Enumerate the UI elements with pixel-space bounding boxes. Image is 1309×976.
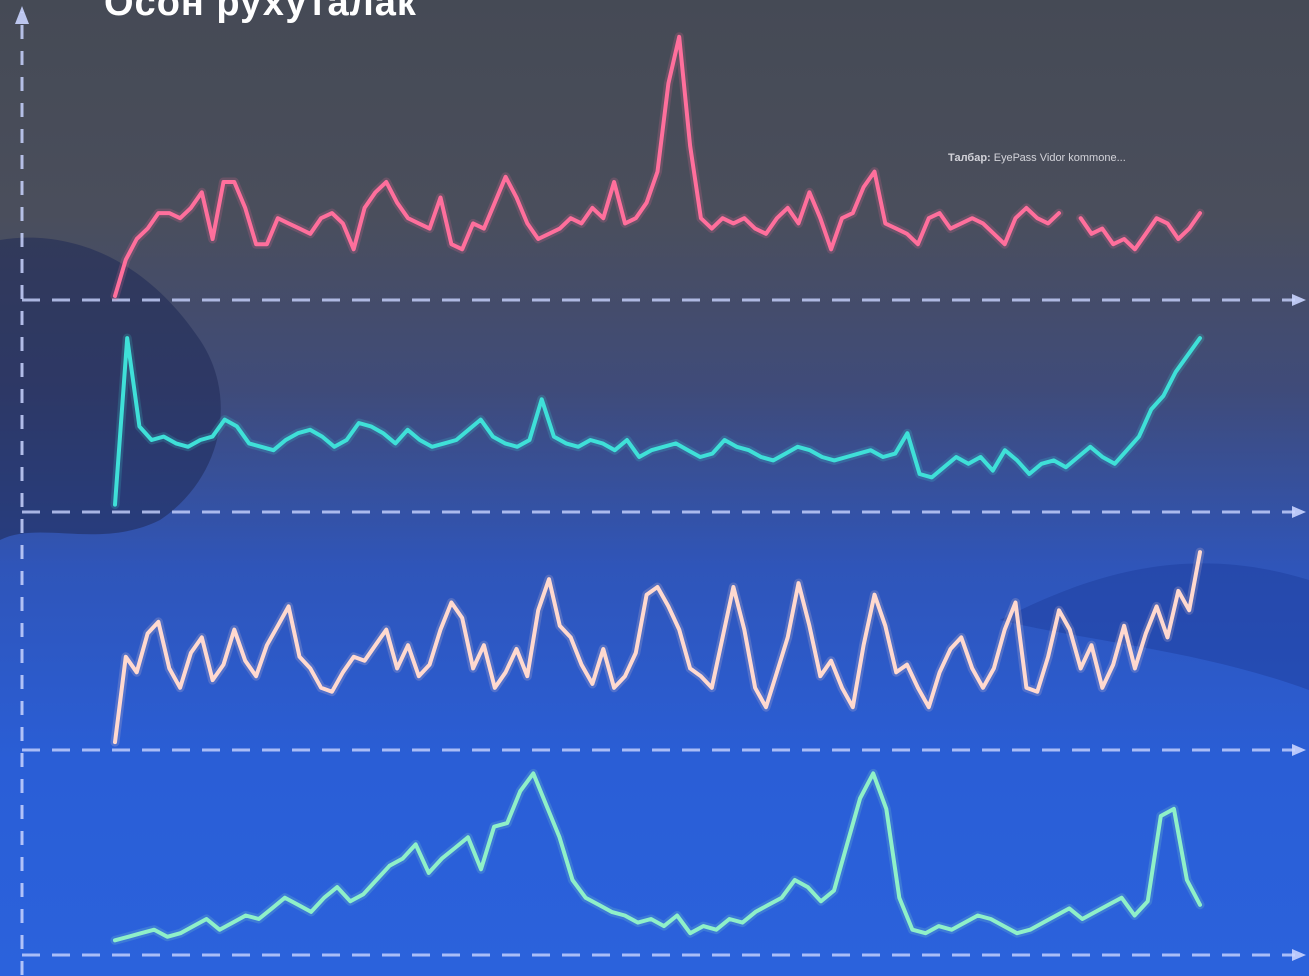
series-1-line	[113, 34, 1202, 298]
annotation-text: ЕуеРаss Vidor kommone...	[993, 152, 1126, 164]
series-3-line	[113, 550, 1202, 745]
series-4-line	[113, 771, 1202, 943]
annotation-label: Талбар:	[948, 152, 991, 164]
x-axis-arrow-3	[1292, 744, 1306, 756]
x-axis-arrow-4	[1292, 949, 1306, 961]
x-axis-arrow-1	[1292, 294, 1306, 306]
series-4-glow	[110, 768, 1205, 945]
series-2-glow	[110, 333, 1205, 510]
series-annotation: Талбар: ЕуеРаss Vidor kommone...	[948, 152, 1126, 164]
y-axis-arrow	[15, 6, 29, 24]
x-axis-arrow-2	[1292, 506, 1306, 518]
series-3-glow	[110, 547, 1205, 747]
series-2-line	[113, 336, 1202, 507]
chart-title: Осон рухуталак	[104, 0, 417, 24]
